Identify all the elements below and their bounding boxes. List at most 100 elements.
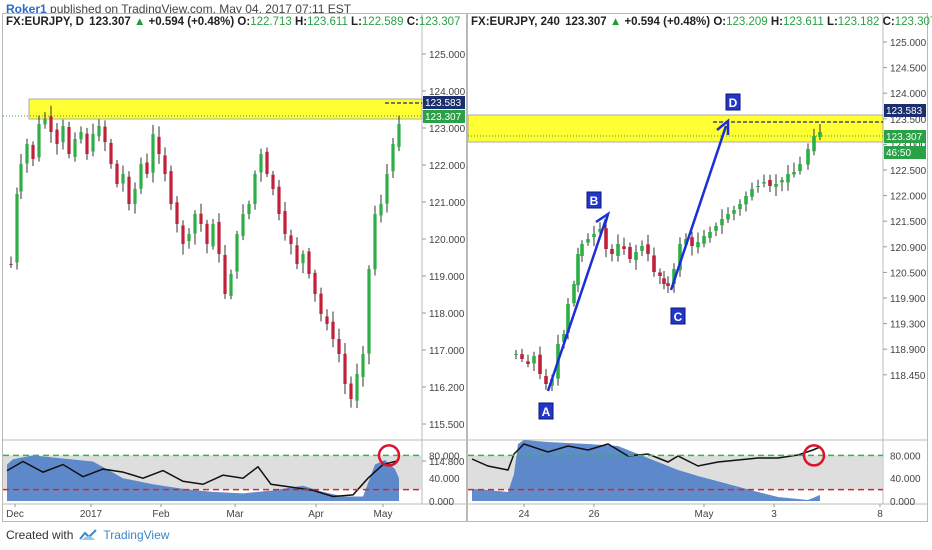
candle-body — [762, 182, 766, 184]
author-link[interactable]: Roker1 — [6, 2, 47, 16]
candle-body — [714, 226, 718, 231]
price-flag — [884, 130, 926, 143]
candle-body — [187, 234, 191, 242]
price-tick-label: 118.450 — [890, 371, 926, 382]
candle-body — [253, 174, 257, 204]
candle-body — [49, 116, 53, 132]
candle-body — [696, 242, 700, 248]
candle-body — [616, 244, 620, 256]
time-tick-label: 24 — [518, 509, 530, 520]
time-tick-label: Mar — [226, 509, 244, 520]
candle-body — [55, 129, 59, 144]
candle-body — [576, 254, 580, 286]
supply-zone — [468, 114, 884, 143]
candle-body — [361, 354, 365, 377]
open-label: O: — [237, 16, 251, 28]
candle-body — [9, 263, 13, 265]
price-flag-label: 46:50 — [886, 148, 911, 159]
candle-body — [301, 254, 305, 264]
candle-body — [544, 376, 548, 384]
candle-body — [586, 239, 590, 243]
open-value: 123.209 — [726, 16, 768, 28]
candle-body — [646, 244, 650, 254]
close-value: 123.307 — [418, 16, 461, 28]
price-tick-label: 119.300 — [890, 320, 926, 331]
price-tick-label: 118.900 — [890, 345, 926, 356]
price-tick-label: 121.500 — [890, 217, 927, 228]
candle-body — [277, 186, 281, 214]
tradingview-link[interactable]: TradingView — [103, 528, 170, 542]
candle-body — [265, 151, 269, 174]
candle-body — [622, 246, 626, 249]
candle-body — [786, 174, 790, 183]
candle-body — [181, 225, 185, 244]
candle-body — [247, 204, 251, 214]
candle-body — [566, 304, 570, 333]
osc-tick-label: 80.000 — [890, 451, 921, 462]
price-flag — [884, 104, 926, 117]
candle-body — [139, 164, 143, 189]
candle-body — [628, 246, 632, 259]
footer: Created with TradingView — [6, 528, 169, 542]
candle-body — [15, 194, 19, 263]
high-label: H: — [770, 16, 784, 28]
low-label: L: — [826, 16, 838, 28]
price-tick-label: 115.500 — [429, 420, 465, 431]
candle-body — [379, 204, 383, 216]
candle-body — [538, 354, 542, 374]
candle-body — [690, 237, 694, 246]
open-value: 122.713 — [250, 16, 292, 28]
candle-body — [205, 223, 209, 244]
candle-body — [532, 356, 536, 364]
chart-panel-daily[interactable]: FX:EURJPY, D 123.307 ▲ +0.594 (+0.48%) O… — [2, 13, 467, 522]
candle-body — [373, 214, 377, 270]
candle-body — [732, 210, 736, 214]
osc-tick-label: 0.000 — [429, 497, 454, 508]
tradingview-logo-icon — [79, 529, 98, 540]
daily-chart-canvas[interactable]: 125.000 124.000 123.000 122.000 121.000 120.0… — [3, 14, 466, 521]
time-tick-label: Dec — [6, 509, 24, 520]
price-flag-label: 123.307 — [886, 132, 923, 143]
candle-body — [744, 196, 748, 205]
chart-panel-4h[interactable]: FX:EURJPY, 240 123.307 ▲ +0.594 (+0.48%)… — [467, 13, 932, 522]
candle-body — [806, 149, 810, 165]
price-tick-label: 117.000 — [429, 346, 465, 357]
candle-body — [151, 134, 155, 173]
symbol-label: FX:EURJPY, D — [6, 16, 84, 28]
candle-body — [295, 245, 299, 264]
candle-body — [61, 126, 65, 143]
price-tick-label: 116.200 — [429, 383, 465, 394]
candle-body — [526, 361, 530, 364]
chart-title-daily: FX:EURJPY, D 123.307 ▲ +0.594 (+0.48%) O… — [6, 16, 460, 28]
osc-tick-label: 80.000 — [429, 451, 460, 462]
price-tick-label: 119.000 — [429, 272, 465, 283]
up-arrow-icon: ▲ — [609, 16, 622, 28]
wave-cd-line — [669, 125, 728, 291]
low-value: 122.589 — [361, 16, 404, 28]
candle-body — [79, 132, 83, 140]
candle-body — [19, 164, 23, 192]
4h-chart-canvas[interactable]: 125.000 124.500 124.000 123.500 123.000 122.5… — [468, 14, 927, 521]
candle-body — [672, 269, 676, 285]
candle-body — [634, 252, 638, 261]
candle-body — [562, 334, 566, 342]
candle-body — [812, 136, 816, 152]
candle-body — [367, 269, 371, 354]
wave-arrowhead — [595, 211, 611, 229]
candle-body — [259, 154, 263, 173]
time-tick-label: May — [374, 509, 393, 520]
price-tick-label: 123.000 — [890, 140, 927, 151]
price-tick-label: 120.500 — [890, 268, 927, 279]
candle-body — [652, 255, 656, 272]
wave-arrowhead — [716, 118, 730, 135]
supply-zone — [28, 98, 423, 120]
candle-body — [792, 172, 796, 175]
candle-body — [325, 316, 329, 324]
price-flag — [884, 146, 926, 159]
candle-body — [211, 224, 215, 247]
candle-body — [658, 272, 662, 276]
candle-body — [397, 124, 401, 147]
price-flag-label: 123.583 — [886, 106, 923, 117]
osc-tick-label: 40.000 — [429, 474, 460, 485]
candle-body — [31, 144, 35, 159]
